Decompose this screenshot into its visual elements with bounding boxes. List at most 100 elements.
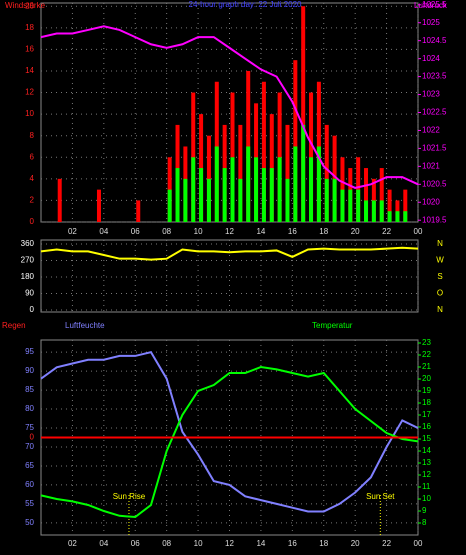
y2ticks-label: 1022 <box>422 126 440 135</box>
x-tick-label: 12 <box>225 539 234 548</box>
bar <box>387 211 392 222</box>
yticks-label: 65 <box>25 461 34 470</box>
bar <box>285 178 290 222</box>
bar <box>246 146 251 222</box>
bar <box>379 168 384 222</box>
y-axis-label: Luftfeuchte <box>65 321 105 330</box>
x-tick-label: 06 <box>131 539 140 548</box>
bar <box>136 200 141 222</box>
bar <box>387 189 392 222</box>
bar <box>371 200 376 222</box>
line <box>40 25 419 189</box>
bar <box>191 157 196 222</box>
bar <box>379 200 384 222</box>
bar <box>183 178 188 222</box>
bar <box>340 189 345 222</box>
y2ticks-label: 15 <box>422 434 431 443</box>
bar <box>364 168 369 222</box>
bar <box>96 189 101 222</box>
bar <box>316 146 321 222</box>
y2ticks-label: 1025 <box>422 18 440 27</box>
annotation: Sun Set <box>366 492 395 501</box>
y2ticks-label: 18 <box>422 398 431 407</box>
y3-axis-label: Regen <box>2 321 26 330</box>
chart-title: 24-hour graph day: 22 Juli 2020 <box>189 0 303 9</box>
y2ticks-label: 1021.5 <box>422 144 447 153</box>
y2ticks-label: 22 <box>422 350 431 359</box>
yticks-label: 6 <box>30 152 35 161</box>
bar <box>230 157 235 222</box>
yticks-label: 12 <box>25 88 34 97</box>
annotation: Sun Rise <box>113 492 146 501</box>
bar <box>285 124 290 222</box>
bar <box>403 211 408 222</box>
y2ticks-label: 23 <box>422 338 431 347</box>
y2ticks-label: 9 <box>422 506 427 515</box>
x-tick-label: 00 <box>414 539 423 548</box>
y2ticks-label: 12 <box>422 470 431 479</box>
plot-frame <box>40 2 419 223</box>
yticks-label: 10 <box>25 109 34 118</box>
y2ticks-label: 10 <box>422 494 431 503</box>
bar <box>348 189 353 222</box>
x-tick-label: 22 <box>382 227 391 236</box>
bar <box>277 157 282 222</box>
x-tick-label: 14 <box>256 539 265 548</box>
yticks-label: 20 <box>25 1 34 10</box>
y-axis-label: Windstärke <box>5 1 46 10</box>
yticks-label: 270 <box>21 256 35 265</box>
y2ticks-label: 1021 <box>422 161 440 170</box>
x-tick-label: 22 <box>382 539 391 548</box>
yticks-label: 4 <box>30 174 35 183</box>
x-tick-label: 08 <box>162 539 171 548</box>
bar <box>301 6 306 223</box>
y2ticks-label: 1023.5 <box>422 72 447 81</box>
y2ticks-label: 1019.5 <box>422 215 447 224</box>
x-tick-label: 04 <box>99 227 108 236</box>
bar <box>167 189 172 222</box>
yticks-label: 50 <box>25 518 34 527</box>
y2-axis-label: Temperatur <box>312 321 353 330</box>
yticks-label: 8 <box>30 131 35 140</box>
y2-axis-label: Luftdruck <box>414 1 448 10</box>
bar <box>403 189 408 222</box>
y2ticks-label: 1024 <box>422 54 440 63</box>
x-tick-label: 02 <box>68 539 77 548</box>
x-tick-label: 18 <box>319 539 328 548</box>
x-tick-label: 06 <box>131 227 140 236</box>
x-tick-label: 20 <box>351 227 360 236</box>
y2ticks-label: 1023 <box>422 90 440 99</box>
bar <box>332 178 337 222</box>
direction-label: N <box>437 305 443 314</box>
direction-label: N <box>437 239 443 248</box>
bar <box>269 168 274 222</box>
y2ticks-label: 19 <box>422 386 431 395</box>
bar <box>364 200 369 222</box>
x-tick-label: 10 <box>194 539 203 548</box>
yticks-label: 85 <box>25 385 34 394</box>
direction-label: O <box>437 289 443 298</box>
x-tick-label: 16 <box>288 227 297 236</box>
yticks-label: 18 <box>25 23 34 32</box>
y2ticks-label: 16 <box>422 422 431 431</box>
yticks-label: 2 <box>30 196 35 205</box>
bar <box>254 157 259 222</box>
bar <box>238 124 243 222</box>
bar <box>293 146 298 222</box>
bar <box>175 168 180 222</box>
yticks-label: 90 <box>25 289 34 298</box>
direction-label: S <box>437 272 442 281</box>
y2ticks-label: 1020.5 <box>422 179 447 188</box>
y2ticks-label: 17 <box>422 410 431 419</box>
x-tick-label: 04 <box>99 539 108 548</box>
x-tick-label: 18 <box>319 227 328 236</box>
line <box>40 246 419 261</box>
line <box>40 350 419 513</box>
yticks-label: 0 <box>30 217 35 226</box>
x-tick-label: 10 <box>194 227 203 236</box>
y2ticks-label: 1022.5 <box>422 108 447 117</box>
yticks-label: 360 <box>21 239 35 248</box>
bar <box>214 146 219 222</box>
bar <box>324 124 329 222</box>
